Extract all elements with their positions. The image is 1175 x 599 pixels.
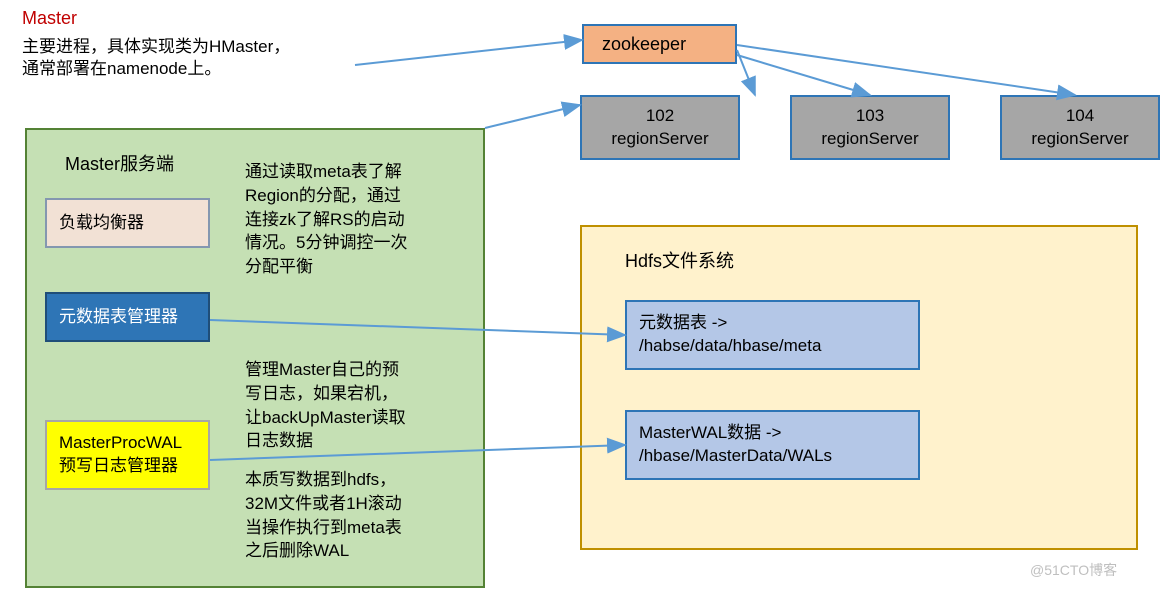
regionserver-box: 103regionServer bbox=[790, 95, 950, 160]
meta-manager-box: 元数据表管理器 bbox=[45, 292, 210, 342]
note-wal-manage: 管理Master自己的预 写日志，如果宕机， 让backUpMaster读取 日… bbox=[245, 358, 406, 453]
header-title: Master bbox=[22, 8, 77, 29]
hdfs-meta-box: 元数据表 ->/habse/data/hbase/meta bbox=[625, 300, 920, 370]
load-balancer-box: 负载均衡器 bbox=[45, 198, 210, 248]
regionserver-box: 102regionServer bbox=[580, 95, 740, 160]
masterproc-wal-box: MasterProcWAL预写日志管理器 bbox=[45, 420, 210, 490]
master-panel-title: Master服务端 bbox=[65, 150, 174, 176]
header-line2: 通常部署在namenode上。 bbox=[22, 54, 221, 79]
hdfs-panel-title: Hdfs文件系统 bbox=[625, 247, 734, 273]
note-region-balance: 通过读取meta表了解 Region的分配，通过 连接zk了解RS的启动 情况。… bbox=[245, 160, 407, 279]
regionserver-box: 104regionServer bbox=[1000, 95, 1160, 160]
zookeeper-box: zookeeper bbox=[582, 24, 737, 64]
hdfs-wal-box: MasterWAL数据 ->/hbase/MasterData/WALs bbox=[625, 410, 920, 480]
note-wal-hdfs: 本质写数据到hdfs， 32M文件或者1H滚动 当操作执行到meta表 之后删除… bbox=[245, 468, 402, 563]
watermark: @51CTO博客 bbox=[1030, 560, 1117, 580]
hdfs-panel bbox=[580, 225, 1138, 550]
